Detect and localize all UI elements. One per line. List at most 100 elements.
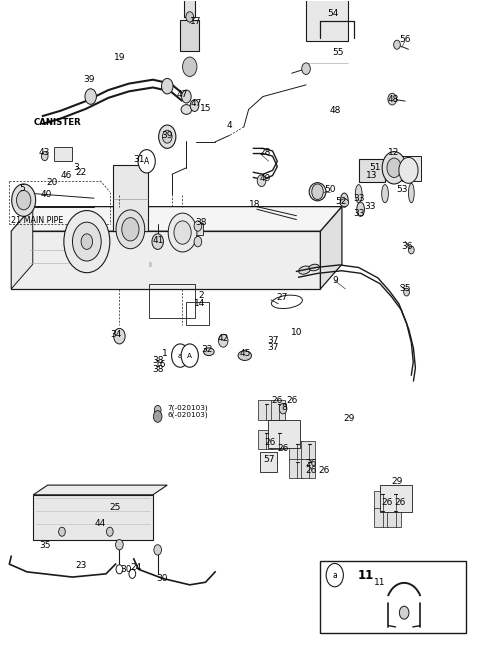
- Circle shape: [257, 175, 266, 186]
- Circle shape: [408, 246, 414, 254]
- Bar: [180, 20, 199, 51]
- Text: 45: 45: [240, 349, 252, 358]
- Bar: [374, 491, 388, 510]
- Text: 33: 33: [364, 202, 376, 211]
- Polygon shape: [33, 485, 167, 495]
- Circle shape: [152, 234, 163, 249]
- Bar: [359, 160, 385, 182]
- Bar: [194, 223, 203, 235]
- Circle shape: [59, 527, 65, 536]
- Text: 26: 26: [286, 397, 298, 406]
- Text: 39: 39: [161, 131, 173, 140]
- Polygon shape: [11, 206, 33, 289]
- Polygon shape: [11, 206, 342, 231]
- Text: 38: 38: [152, 356, 163, 365]
- Circle shape: [154, 411, 162, 422]
- Text: 23: 23: [75, 561, 87, 570]
- Text: 27: 27: [276, 293, 288, 302]
- Bar: [321, 561, 467, 633]
- Bar: [289, 459, 303, 478]
- Circle shape: [194, 236, 202, 247]
- Text: 6(-020103): 6(-020103): [167, 412, 208, 419]
- Circle shape: [302, 63, 311, 75]
- Bar: [186, 302, 209, 324]
- Text: 35: 35: [399, 284, 411, 293]
- Circle shape: [186, 12, 193, 22]
- Bar: [289, 441, 303, 461]
- Bar: [402, 156, 421, 180]
- Text: 40: 40: [40, 190, 52, 199]
- Text: 3: 3: [73, 164, 79, 172]
- Text: 48: 48: [329, 106, 340, 116]
- Text: 1: 1: [161, 349, 167, 358]
- Circle shape: [218, 334, 228, 347]
- Text: 14: 14: [193, 299, 205, 308]
- Text: 41: 41: [153, 236, 164, 245]
- Circle shape: [154, 545, 161, 555]
- Text: 31: 31: [133, 155, 144, 164]
- Text: 52: 52: [336, 197, 347, 206]
- Bar: [183, 0, 195, 17]
- Text: 37: 37: [267, 343, 278, 352]
- Bar: [271, 400, 285, 420]
- Circle shape: [64, 210, 110, 273]
- Circle shape: [194, 221, 202, 231]
- Text: 26: 26: [277, 445, 289, 454]
- Text: 5: 5: [19, 184, 25, 193]
- Bar: [113, 165, 148, 231]
- Circle shape: [382, 152, 406, 184]
- Circle shape: [116, 539, 123, 550]
- Bar: [301, 441, 315, 461]
- Ellipse shape: [340, 193, 348, 207]
- Circle shape: [326, 563, 343, 587]
- Text: CANISTER: CANISTER: [33, 118, 81, 127]
- Ellipse shape: [204, 348, 214, 356]
- Circle shape: [387, 158, 401, 177]
- Text: 26: 26: [264, 438, 276, 447]
- Text: 30: 30: [120, 565, 132, 574]
- Text: 53: 53: [396, 186, 408, 194]
- Text: 49: 49: [259, 175, 271, 183]
- Circle shape: [158, 125, 176, 149]
- Ellipse shape: [355, 184, 362, 202]
- Text: 55: 55: [332, 48, 344, 57]
- Text: 48: 48: [387, 95, 399, 104]
- Text: a: a: [178, 352, 182, 359]
- Text: 21 MAIN PIPE: 21 MAIN PIPE: [11, 216, 63, 225]
- Text: 26: 26: [318, 466, 329, 474]
- Circle shape: [116, 210, 145, 249]
- Text: 37: 37: [267, 336, 278, 345]
- Text: 47: 47: [177, 90, 188, 99]
- Text: 12: 12: [388, 149, 400, 158]
- Circle shape: [404, 288, 409, 296]
- Ellipse shape: [299, 266, 311, 274]
- Ellipse shape: [309, 264, 319, 271]
- Circle shape: [190, 100, 199, 112]
- Text: 8: 8: [281, 403, 287, 412]
- Circle shape: [399, 158, 418, 183]
- Bar: [258, 430, 272, 450]
- Polygon shape: [321, 206, 342, 289]
- Text: 19: 19: [114, 53, 125, 62]
- Bar: [306, 0, 348, 41]
- Circle shape: [81, 234, 93, 249]
- Ellipse shape: [408, 183, 414, 202]
- Text: 29: 29: [391, 477, 403, 485]
- Text: 42: 42: [217, 334, 229, 343]
- Circle shape: [114, 328, 125, 344]
- Ellipse shape: [238, 350, 252, 360]
- Circle shape: [312, 184, 323, 199]
- Circle shape: [174, 221, 191, 244]
- Text: II: II: [148, 262, 152, 268]
- Text: 18: 18: [249, 200, 260, 209]
- Bar: [54, 147, 72, 162]
- Text: 30: 30: [156, 574, 168, 583]
- Bar: [268, 421, 300, 448]
- Ellipse shape: [309, 182, 326, 201]
- Text: 43: 43: [39, 149, 50, 158]
- Text: 26: 26: [382, 498, 393, 507]
- Text: 26: 26: [272, 397, 283, 406]
- Circle shape: [279, 404, 287, 414]
- Text: 9: 9: [332, 276, 337, 285]
- Polygon shape: [11, 231, 321, 289]
